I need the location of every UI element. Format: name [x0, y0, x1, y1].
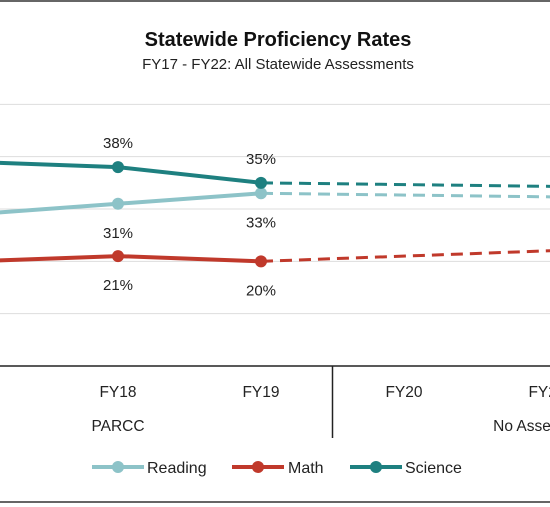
legend-label: Science [405, 460, 462, 477]
data-label: 31% [103, 225, 133, 242]
series-projection-line [260, 249, 550, 263]
axis-group-label: PARCC [91, 418, 144, 435]
series-layer: 31% 33% 21% 20% 38% 35% [0, 135, 550, 299]
legend-label: Reading [147, 460, 207, 477]
series-projection-line [260, 191, 550, 199]
series-projection-line [260, 181, 550, 188]
x-tick-label: FY19 [242, 384, 279, 401]
data-point [255, 176, 267, 189]
x-tick-label: FY18 [99, 384, 136, 401]
data-label: 20% [246, 282, 276, 299]
data-label: 35% [246, 151, 276, 168]
x-tick-label: FY20 [385, 384, 422, 401]
legend-item-math: Math [232, 460, 324, 477]
data-point [112, 197, 124, 210]
chart-subtitle: FY17 - FY22: All Statewide Assessments [142, 56, 414, 73]
legend-marker [370, 461, 382, 473]
data-point [255, 255, 267, 268]
axis-group-label: No Assessment [493, 418, 550, 435]
legend: Reading Math Science [92, 460, 462, 477]
legend-item-reading: Reading [92, 460, 207, 477]
series-math: 21% 20% [0, 249, 550, 299]
data-point [112, 161, 124, 174]
chart-title: Statewide Proficiency Rates [145, 29, 412, 51]
x-axis: FY17FY18FY19FY20FY21FY22PARCCNo Assessme… [0, 365, 550, 438]
legend-marker [252, 461, 264, 473]
x-tick-label: FY21 [528, 384, 550, 401]
legend-marker [112, 461, 124, 473]
data-point [255, 187, 267, 200]
legend-label: Math [288, 460, 324, 477]
legend-item-science: Science [350, 460, 462, 477]
data-label: 33% [246, 214, 276, 231]
series-reading: 31% 33% [0, 187, 550, 242]
series-science: 38% 35% [0, 135, 550, 189]
data-point [112, 250, 124, 263]
data-label: 21% [103, 277, 133, 294]
gridlines [0, 103, 550, 315]
data-label: 38% [103, 135, 133, 152]
